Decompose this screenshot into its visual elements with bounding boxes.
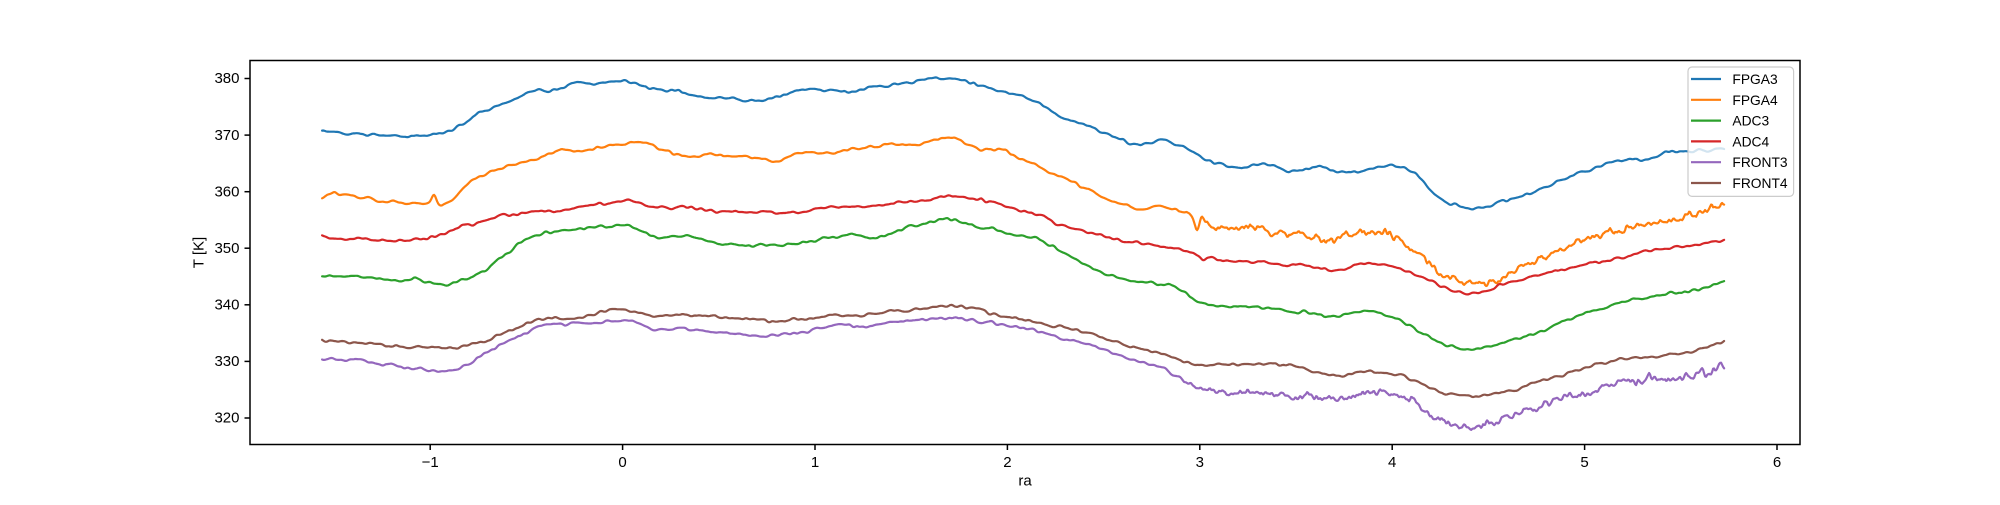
svg-text:ADC4: ADC4 [1732,134,1769,149]
svg-text:360: 360 [214,183,239,200]
svg-text:4: 4 [1388,454,1396,471]
svg-text:5: 5 [1580,454,1588,471]
svg-text:330: 330 [214,353,239,370]
svg-text:FPGA3: FPGA3 [1732,72,1778,87]
svg-text:370: 370 [214,127,239,144]
svg-text:320: 320 [214,410,239,427]
svg-text:6: 6 [1773,454,1781,471]
svg-text:ra: ra [1018,473,1032,490]
svg-text:ADC3: ADC3 [1732,114,1769,129]
svg-text:0: 0 [618,454,626,471]
svg-text:340: 340 [214,297,239,314]
svg-text:1: 1 [811,454,819,471]
svg-text:350: 350 [214,240,239,257]
svg-text:3: 3 [1196,454,1204,471]
svg-text:FRONT4: FRONT4 [1732,176,1788,191]
svg-text:FPGA4: FPGA4 [1732,93,1778,108]
svg-text:−1: −1 [422,454,439,471]
svg-text:T [K]: T [K] [191,237,208,268]
svg-text:2: 2 [1003,454,1011,471]
svg-text:FRONT3: FRONT3 [1732,155,1788,170]
svg-text:380: 380 [214,70,239,87]
